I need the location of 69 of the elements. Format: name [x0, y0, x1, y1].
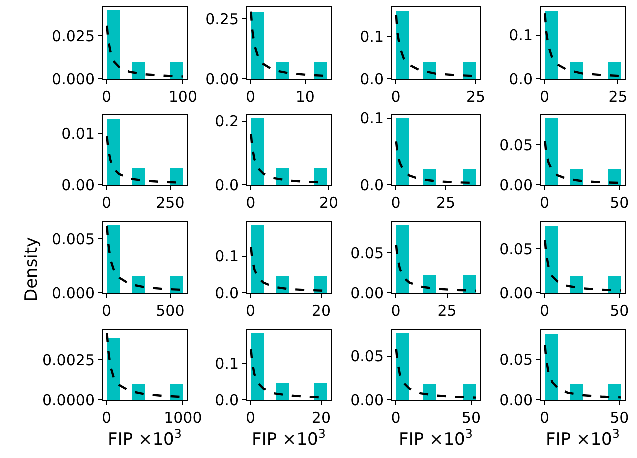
x-tick-label: 20: [319, 194, 339, 212]
y-tick-label: 0.1: [509, 26, 533, 45]
x-tick-label: 25: [466, 88, 486, 106]
y-tick-label: 0.000: [52, 70, 95, 88]
y-tick-label: 0.01: [62, 125, 95, 144]
y-tick-label: 0.2: [215, 112, 239, 131]
x-tick-label: 50: [610, 194, 630, 212]
y-tick-label: 0.00: [206, 70, 239, 88]
x-tick-label: 25: [608, 88, 628, 106]
y-tick-label: 0.0000: [42, 391, 95, 410]
y-tick-label: 0.0: [215, 176, 239, 194]
y-tick-label: 0.00: [62, 176, 95, 194]
x-tick-label: 0: [391, 194, 401, 212]
x-tick-label: 10: [296, 88, 315, 106]
x-tick-label: 0: [102, 302, 112, 320]
y-tick-label: 0.05: [350, 244, 384, 262]
y-tick-label: 0.05: [350, 348, 384, 366]
y-tick-label: 0.25: [206, 10, 239, 28]
x-tick-label: 0: [102, 194, 112, 212]
x-tick-label: 0: [246, 409, 256, 427]
y-tick-label: 0.00: [500, 284, 533, 302]
x-tick-label: 20: [312, 409, 332, 427]
x-tick-label: 20: [312, 302, 332, 320]
x-tick-label: 50: [610, 409, 630, 427]
y-tick-label: 0.00: [500, 391, 533, 410]
y-tick-label: 0.1: [215, 355, 239, 374]
x-tick-label: 25: [438, 302, 457, 320]
x-tick-label: 0: [246, 194, 256, 212]
y-tick-label: 0.00: [350, 284, 384, 302]
y-tick-label: 0.05: [500, 351, 533, 370]
x-tick-label: 0: [540, 88, 550, 106]
x-tick-label: 0: [391, 409, 401, 427]
x-tick-label: 0: [246, 302, 256, 320]
x-tick-label: 0: [391, 88, 401, 106]
y-tick-label: 0.0: [360, 176, 384, 194]
y-tick-label: 0.00: [350, 391, 384, 410]
y-tick-label: 0.1: [215, 248, 239, 266]
x-tick-label: 250: [156, 194, 185, 212]
y-tick-label: 0.0: [360, 70, 384, 88]
x-axis-title: FIP ×10$^{3}$: [252, 427, 326, 450]
y-tick-label: 0.0: [215, 391, 239, 410]
y-tick-label: 0.0: [215, 284, 239, 302]
x-tick-label: 25: [436, 194, 456, 212]
x-axis-title: FIP ×10$^{3}$: [108, 427, 182, 450]
y-tick-label: 0.05: [500, 240, 533, 258]
x-tick-label: 50: [610, 302, 630, 320]
y-tick-label: 0.0025: [42, 351, 95, 370]
y-tick-label: 0.005: [52, 230, 95, 248]
x-tick-label: 500: [156, 302, 185, 320]
x-tick-label: 1000: [164, 409, 202, 427]
x-tick-label: 0: [540, 409, 550, 427]
x-axis-title: FIP ×10$^{3}$: [546, 427, 620, 450]
y-tick-label: 0.025: [52, 27, 95, 46]
y-tick-label: 0.0: [509, 70, 533, 88]
x-tick-label: 0: [391, 302, 401, 320]
x-tick-label: 0: [102, 88, 112, 106]
x-tick-label: 0: [540, 194, 550, 212]
y-tick-label: 0.05: [500, 136, 533, 154]
y-axis-title: Density: [22, 237, 42, 302]
y-tick-label: 0.00: [500, 176, 533, 194]
y-tick-label: 0.1: [360, 28, 384, 46]
x-axis-title: FIP ×10$^{3}$: [399, 427, 473, 450]
x-tick-label: 0: [102, 409, 112, 427]
x-tick-label: 100: [168, 88, 198, 106]
x-tick-label: 50: [462, 409, 482, 427]
x-tick-label: 0: [540, 302, 550, 320]
x-tick-label: 0: [246, 88, 256, 106]
y-tick-label: 0.000: [52, 284, 95, 302]
y-tick-label: 0.1: [360, 110, 384, 128]
